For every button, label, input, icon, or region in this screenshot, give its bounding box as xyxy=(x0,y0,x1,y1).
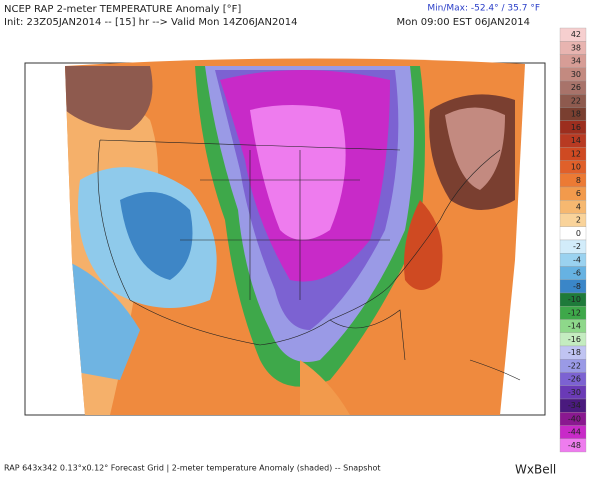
map-title: NCEP RAP 2-meter TEMPERATURE Anomaly [°F… xyxy=(4,4,241,15)
colorbar-label: -10 xyxy=(568,295,581,304)
colorbar-swatch xyxy=(559,173,587,188)
colorbar: 423834302622181614121086420-2-4-6-8-10-1… xyxy=(559,27,587,453)
colorbar-label: 10 xyxy=(571,163,581,172)
colorbar-label: -44 xyxy=(568,428,581,437)
colorbar-label: 26 xyxy=(571,83,581,92)
colorbar-label: -12 xyxy=(568,308,581,317)
colorbar-label: -26 xyxy=(568,375,581,384)
valid-local-time: Mon 09:00 EST 06JAN2014 xyxy=(397,17,530,28)
colorbar-label: 12 xyxy=(571,149,581,158)
colorbar-label: -48 xyxy=(568,441,581,450)
colorbar-label: 8 xyxy=(576,176,581,185)
colorbar-label: 2 xyxy=(576,216,581,225)
colorbar-label: -2 xyxy=(573,242,581,251)
colorbar-label: 34 xyxy=(571,57,581,66)
colorbar-label: 0 xyxy=(576,229,581,238)
footer-description: RAP 643x342 0.13°x0.12° Forecast Grid | … xyxy=(4,464,381,473)
colorbar-label: -30 xyxy=(568,388,581,397)
colorbar-label: -18 xyxy=(568,348,581,357)
init-time: Init: 23Z05JAN2014 -- [15] hr --> Valid … xyxy=(4,17,297,28)
colorbar-label: 18 xyxy=(571,110,581,119)
colorbar-label: -40 xyxy=(568,414,581,423)
colorbar-label: -8 xyxy=(573,282,581,291)
colorbar-swatch xyxy=(559,226,587,241)
colorbar-label: -22 xyxy=(568,361,581,370)
colorbar-label: 38 xyxy=(571,43,581,52)
colorbar-label: 6 xyxy=(576,189,581,198)
colorbar-label: -34 xyxy=(568,401,581,410)
colorbar-label: 42 xyxy=(571,30,581,39)
anomaly-field xyxy=(65,58,525,415)
colorbar-label: 30 xyxy=(571,70,581,79)
colorbar-swatch xyxy=(559,186,587,201)
colorbar-swatch xyxy=(559,438,587,453)
min-max: Min/Max: -52.4° / 35.7 °F xyxy=(427,4,540,14)
colorbar-label: -6 xyxy=(573,269,581,278)
colorbar-label: 22 xyxy=(571,96,581,105)
colorbar-label: 4 xyxy=(576,202,581,211)
colorbar-label: 14 xyxy=(571,136,581,145)
colorbar-label: 16 xyxy=(571,123,581,132)
colorbar-swatch xyxy=(559,200,587,214)
colorbar-label: -16 xyxy=(568,335,581,344)
logo: WxBell xyxy=(515,463,556,477)
colorbar-label: -14 xyxy=(568,322,581,331)
colorbar-swatch xyxy=(559,213,587,227)
colorbar-label: -4 xyxy=(573,255,581,264)
boundaries xyxy=(97,139,521,381)
map xyxy=(24,58,546,416)
